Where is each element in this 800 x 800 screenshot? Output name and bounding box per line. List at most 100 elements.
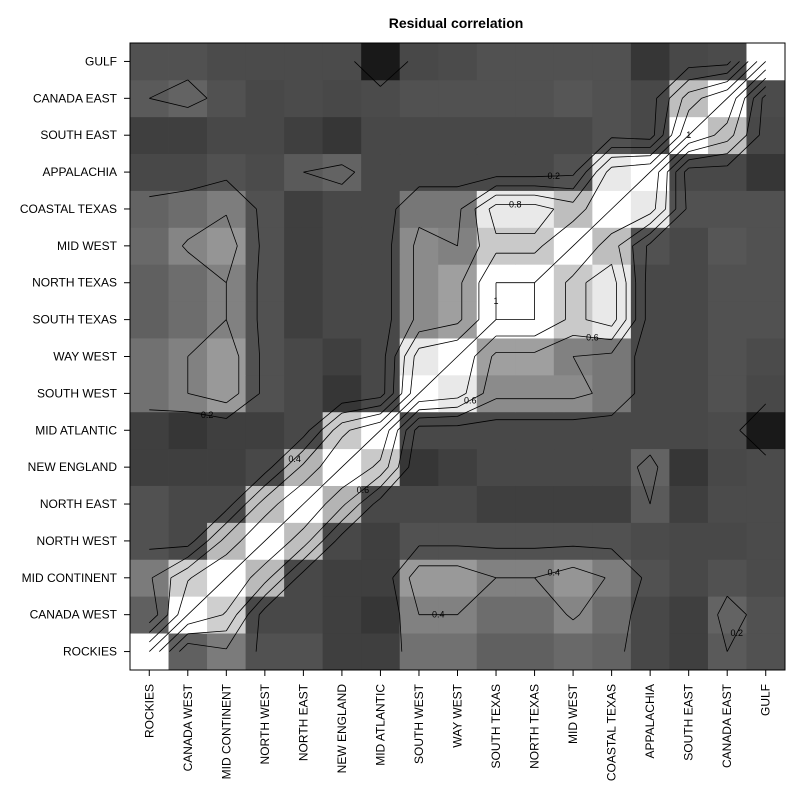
- heatmap-cell: [438, 153, 478, 191]
- x-tick-label: APPALACHIA: [643, 684, 657, 758]
- heatmap-cell: [515, 485, 555, 523]
- heatmap-cells: [130, 43, 786, 671]
- contour-label: 1: [686, 130, 691, 140]
- heatmap-cell: [707, 559, 747, 597]
- x-tick-label: MID WEST: [566, 683, 580, 744]
- heatmap-cell: [553, 559, 593, 597]
- heatmap-cell: [322, 559, 362, 597]
- heatmap-cell: [284, 190, 324, 228]
- heatmap-cell: [515, 374, 555, 413]
- heatmap-cell: [207, 227, 246, 265]
- heatmap-cell: [322, 153, 362, 191]
- heatmap-cell: [746, 522, 786, 560]
- heatmap-cell: [630, 374, 670, 413]
- heatmap-cell: [361, 190, 401, 228]
- heatmap-cell: [746, 227, 786, 265]
- heatmap-cell: [284, 301, 324, 339]
- heatmap-cell: [130, 43, 169, 81]
- heatmap-cell: [669, 153, 709, 191]
- heatmap-cell: [245, 227, 285, 265]
- heatmap-cell: [245, 485, 285, 523]
- heatmap-cell: [207, 633, 246, 671]
- heatmap-cell: [476, 411, 516, 450]
- heatmap-cell: [707, 43, 747, 81]
- x-tick-label: NORTH TEXAS: [528, 684, 542, 769]
- heatmap-cell: [207, 522, 246, 560]
- heatmap-cell: [245, 338, 285, 376]
- heatmap-cell: [130, 522, 169, 560]
- heatmap-cell: [438, 485, 478, 523]
- heatmap-cell: [515, 633, 555, 671]
- heatmap-cell: [168, 116, 208, 155]
- x-tick-label: CANADA EAST: [720, 683, 734, 768]
- heatmap-cell: [707, 596, 747, 634]
- heatmap-cell: [284, 43, 324, 81]
- y-tick-label: NORTH WEST: [37, 534, 118, 548]
- heatmap-cell: [630, 522, 670, 560]
- heatmap-cell: [322, 596, 362, 634]
- heatmap-cell: [746, 116, 786, 155]
- contour-line: [354, 61, 766, 456]
- contour-line: [149, 61, 766, 652]
- contour-label: 0.2: [201, 410, 214, 420]
- heatmap-cell: [399, 522, 439, 560]
- heatmap-cell: [746, 153, 786, 191]
- heatmap-cell: [476, 153, 516, 191]
- heatmap-cell: [438, 411, 478, 450]
- heatmap-cell: [630, 559, 670, 597]
- heatmap-cell: [438, 190, 478, 228]
- y-tick-label: MID CONTINENT: [22, 571, 118, 585]
- heatmap-cell: [322, 43, 362, 81]
- heatmap-cell: [746, 338, 786, 376]
- y-tick-label: ROCKIES: [63, 645, 117, 659]
- contour-label: 0.8: [509, 199, 522, 209]
- heatmap-cell: [438, 559, 478, 597]
- x-tick-label: NORTH WEST: [258, 683, 272, 764]
- heatmap-cell: [592, 411, 632, 450]
- heatmap-cell: [322, 338, 362, 376]
- heatmap-cell: [361, 633, 401, 671]
- heatmap-cell: [361, 301, 401, 339]
- heatmap-cell: [245, 301, 285, 339]
- heatmap-cell: [592, 374, 632, 413]
- heatmap-cell: [168, 43, 208, 81]
- heatmap-cell: [361, 227, 401, 265]
- heatmap-cell: [669, 79, 709, 118]
- heatmap-cell: [322, 522, 362, 560]
- heatmap-cell: [399, 79, 439, 118]
- heatmap-cell: [168, 227, 208, 265]
- y-tick-label: NORTH EAST: [40, 497, 118, 511]
- heatmap-cell: [746, 190, 786, 228]
- heatmap-cell: [746, 79, 786, 118]
- heatmap-cell: [207, 190, 246, 228]
- heatmap-cell: [669, 301, 709, 339]
- heatmap-cell: [746, 301, 786, 339]
- heatmap-cell: [130, 264, 169, 302]
- y-tick-label: MID WEST: [57, 239, 118, 253]
- heatmap-cell: [630, 411, 670, 450]
- heatmap-cell: [515, 448, 555, 486]
- heatmap-cell: [207, 43, 246, 81]
- heatmap-cell: [707, 264, 747, 302]
- x-tick-label: NEW ENGLAND: [335, 684, 349, 774]
- heatmap-cell: [707, 227, 747, 265]
- heatmap-cell: [438, 374, 478, 413]
- heatmap-cell: [553, 596, 593, 634]
- heatmap-cell: [476, 485, 516, 523]
- heatmap-cell: [438, 633, 478, 671]
- contour-label: 1: [493, 296, 498, 306]
- heatmap-cell: [669, 411, 709, 450]
- x-tick-label: SOUTH WEST: [412, 683, 426, 764]
- heatmap-cell: [553, 43, 593, 81]
- heatmap-cell: [515, 153, 555, 191]
- heatmap-cell: [669, 522, 709, 560]
- heatmap-cell: [630, 264, 670, 302]
- y-tick-label: COASTAL TEXAS: [20, 202, 117, 216]
- heatmap-cell: [476, 596, 516, 634]
- heatmap-cell: [438, 264, 478, 302]
- heatmap-cell: [399, 338, 439, 376]
- heatmap-cell: [476, 190, 516, 228]
- heatmap-cell: [553, 448, 593, 486]
- heatmap-cell: [361, 264, 401, 302]
- heatmap-cell: [130, 227, 169, 265]
